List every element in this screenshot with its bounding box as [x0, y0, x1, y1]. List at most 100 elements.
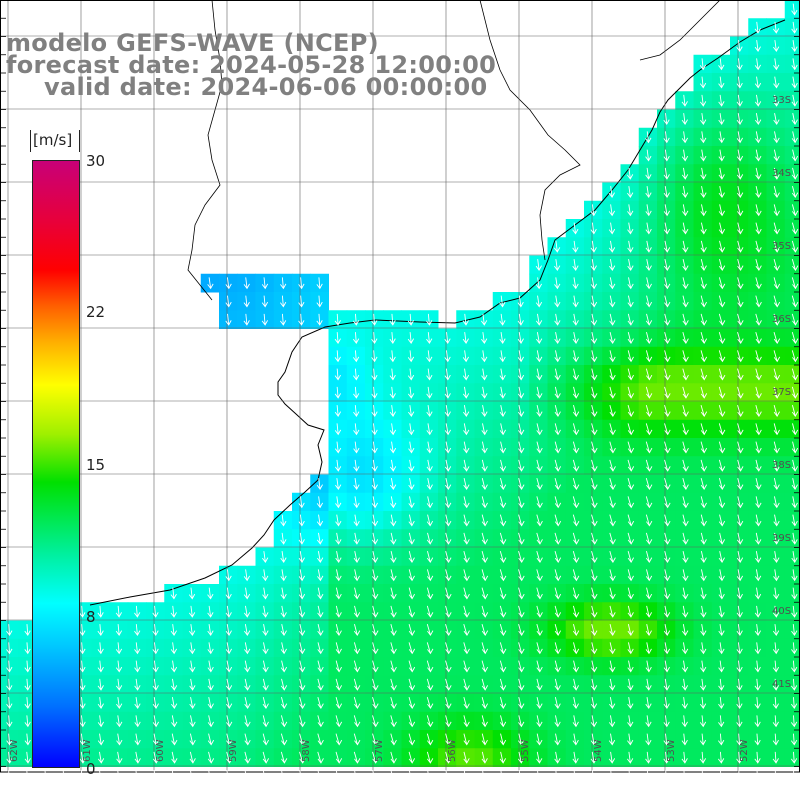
- wind-arrow: [754, 770, 761, 782]
- wind-arrow: [718, 624, 725, 636]
- wind-arrow: [426, 733, 434, 746]
- wind-arrow: [445, 532, 452, 545]
- wind-arrow: [97, 624, 104, 636]
- wind-arrow: [682, 459, 689, 472]
- wind-arrow: [736, 40, 743, 52]
- wind-arrow: [518, 660, 525, 673]
- wind-arrow: [408, 532, 415, 545]
- wind-arrow: [170, 624, 177, 636]
- wind-arrow: [754, 587, 762, 600]
- wind-arrow: [352, 332, 360, 344]
- wind-arrow: [737, 222, 744, 235]
- wind-arrow: [262, 660, 269, 673]
- wind-arrow: [554, 678, 561, 691]
- wind-arrow: [463, 642, 470, 655]
- wind-arrow: [517, 332, 524, 344]
- wind-arrow: [317, 715, 324, 728]
- wind-arrow: [681, 733, 688, 746]
- wind-arrow: [481, 660, 489, 673]
- wind-arrow: [444, 478, 452, 490]
- wind-arrow: [627, 642, 634, 655]
- wind-arrow: [572, 368, 580, 381]
- wind-arrow: [754, 715, 761, 728]
- wind-arrow: [298, 514, 305, 527]
- wind-arrow: [444, 441, 452, 454]
- wind-arrow: [554, 532, 562, 545]
- wind-arrow: [773, 222, 780, 235]
- wind-arrow: [481, 423, 488, 436]
- wind-arrow: [664, 587, 671, 600]
- wind-arrow: [262, 624, 269, 636]
- wind-arrow: [426, 532, 434, 545]
- wind-arrow: [463, 715, 470, 728]
- longitude-label: 54W: [593, 739, 604, 762]
- wind-arrow: [116, 697, 123, 709]
- wind-arrow: [554, 313, 561, 326]
- wind-arrow: [645, 459, 653, 472]
- wind-arrow: [372, 751, 379, 764]
- wind-arrow: [663, 240, 671, 253]
- wind-arrow: [499, 532, 507, 545]
- wind-arrow: [645, 514, 653, 527]
- wind-arrow: [262, 587, 269, 600]
- wind-arrow: [755, 167, 762, 180]
- wind-arrow: [718, 478, 726, 490]
- wind-arrow: [24, 715, 31, 728]
- wind-arrow: [717, 751, 725, 764]
- wind-arrow: [152, 733, 160, 746]
- wind-arrow: [791, 131, 798, 144]
- wind-arrow: [736, 532, 744, 545]
- wind-arrow: [463, 733, 470, 746]
- wind-arrow: [572, 514, 580, 527]
- wind-arrow: [645, 167, 652, 180]
- wind-arrow: [645, 350, 653, 363]
- wind-arrow: [353, 697, 361, 709]
- wind-arrow: [572, 423, 580, 436]
- wind-arrow: [737, 295, 744, 308]
- wind-arrow: [663, 660, 670, 673]
- wind-arrow: [134, 697, 141, 709]
- wind-arrow: [772, 642, 780, 655]
- wind-arrow: [773, 350, 781, 363]
- wind-arrow: [481, 551, 489, 563]
- wind-arrow: [791, 113, 798, 125]
- wind-arrow: [791, 551, 798, 563]
- wind-arrow: [645, 204, 652, 217]
- wind-arrow: [791, 167, 799, 180]
- wind-arrow: [499, 624, 507, 636]
- wind-speed-cell: [784, 419, 800, 439]
- wind-arrow: [737, 514, 744, 527]
- wind-arrow: [116, 733, 123, 746]
- wind-arrow: [407, 332, 415, 344]
- wind-arrow: [572, 222, 579, 235]
- wind-arrow: [700, 569, 707, 582]
- wind-arrow: [627, 587, 634, 600]
- wind-arrow: [390, 642, 397, 655]
- wind-arrow: [737, 350, 744, 363]
- wind-arrow: [189, 660, 196, 673]
- wind-arrow: [700, 222, 707, 235]
- wind-arrow: [591, 477, 598, 490]
- wind-arrow: [791, 295, 799, 308]
- wind-arrow: [554, 386, 561, 399]
- wind-arrow: [737, 459, 744, 472]
- wind-arrow: [608, 715, 616, 728]
- wind-arrow: [170, 605, 177, 618]
- latitude-label: 39S: [772, 533, 791, 544]
- wind-arrow: [572, 715, 579, 728]
- wind-arrow: [554, 332, 561, 344]
- wind-arrow: [170, 660, 178, 673]
- wind-arrow: [408, 551, 415, 563]
- wind-arrow: [737, 386, 744, 399]
- wind-arrow: [609, 642, 616, 655]
- wind-arrow: [590, 715, 598, 728]
- wind-arrow: [755, 478, 762, 490]
- wind-arrow: [389, 368, 396, 381]
- wind-arrow: [572, 277, 579, 290]
- wind-arrow: [317, 587, 324, 600]
- wind-arrow: [627, 678, 634, 691]
- wind-arrow: [700, 496, 707, 509]
- wind-arrow: [699, 697, 707, 709]
- wind-arrow: [590, 697, 598, 709]
- wind-arrow: [773, 113, 780, 125]
